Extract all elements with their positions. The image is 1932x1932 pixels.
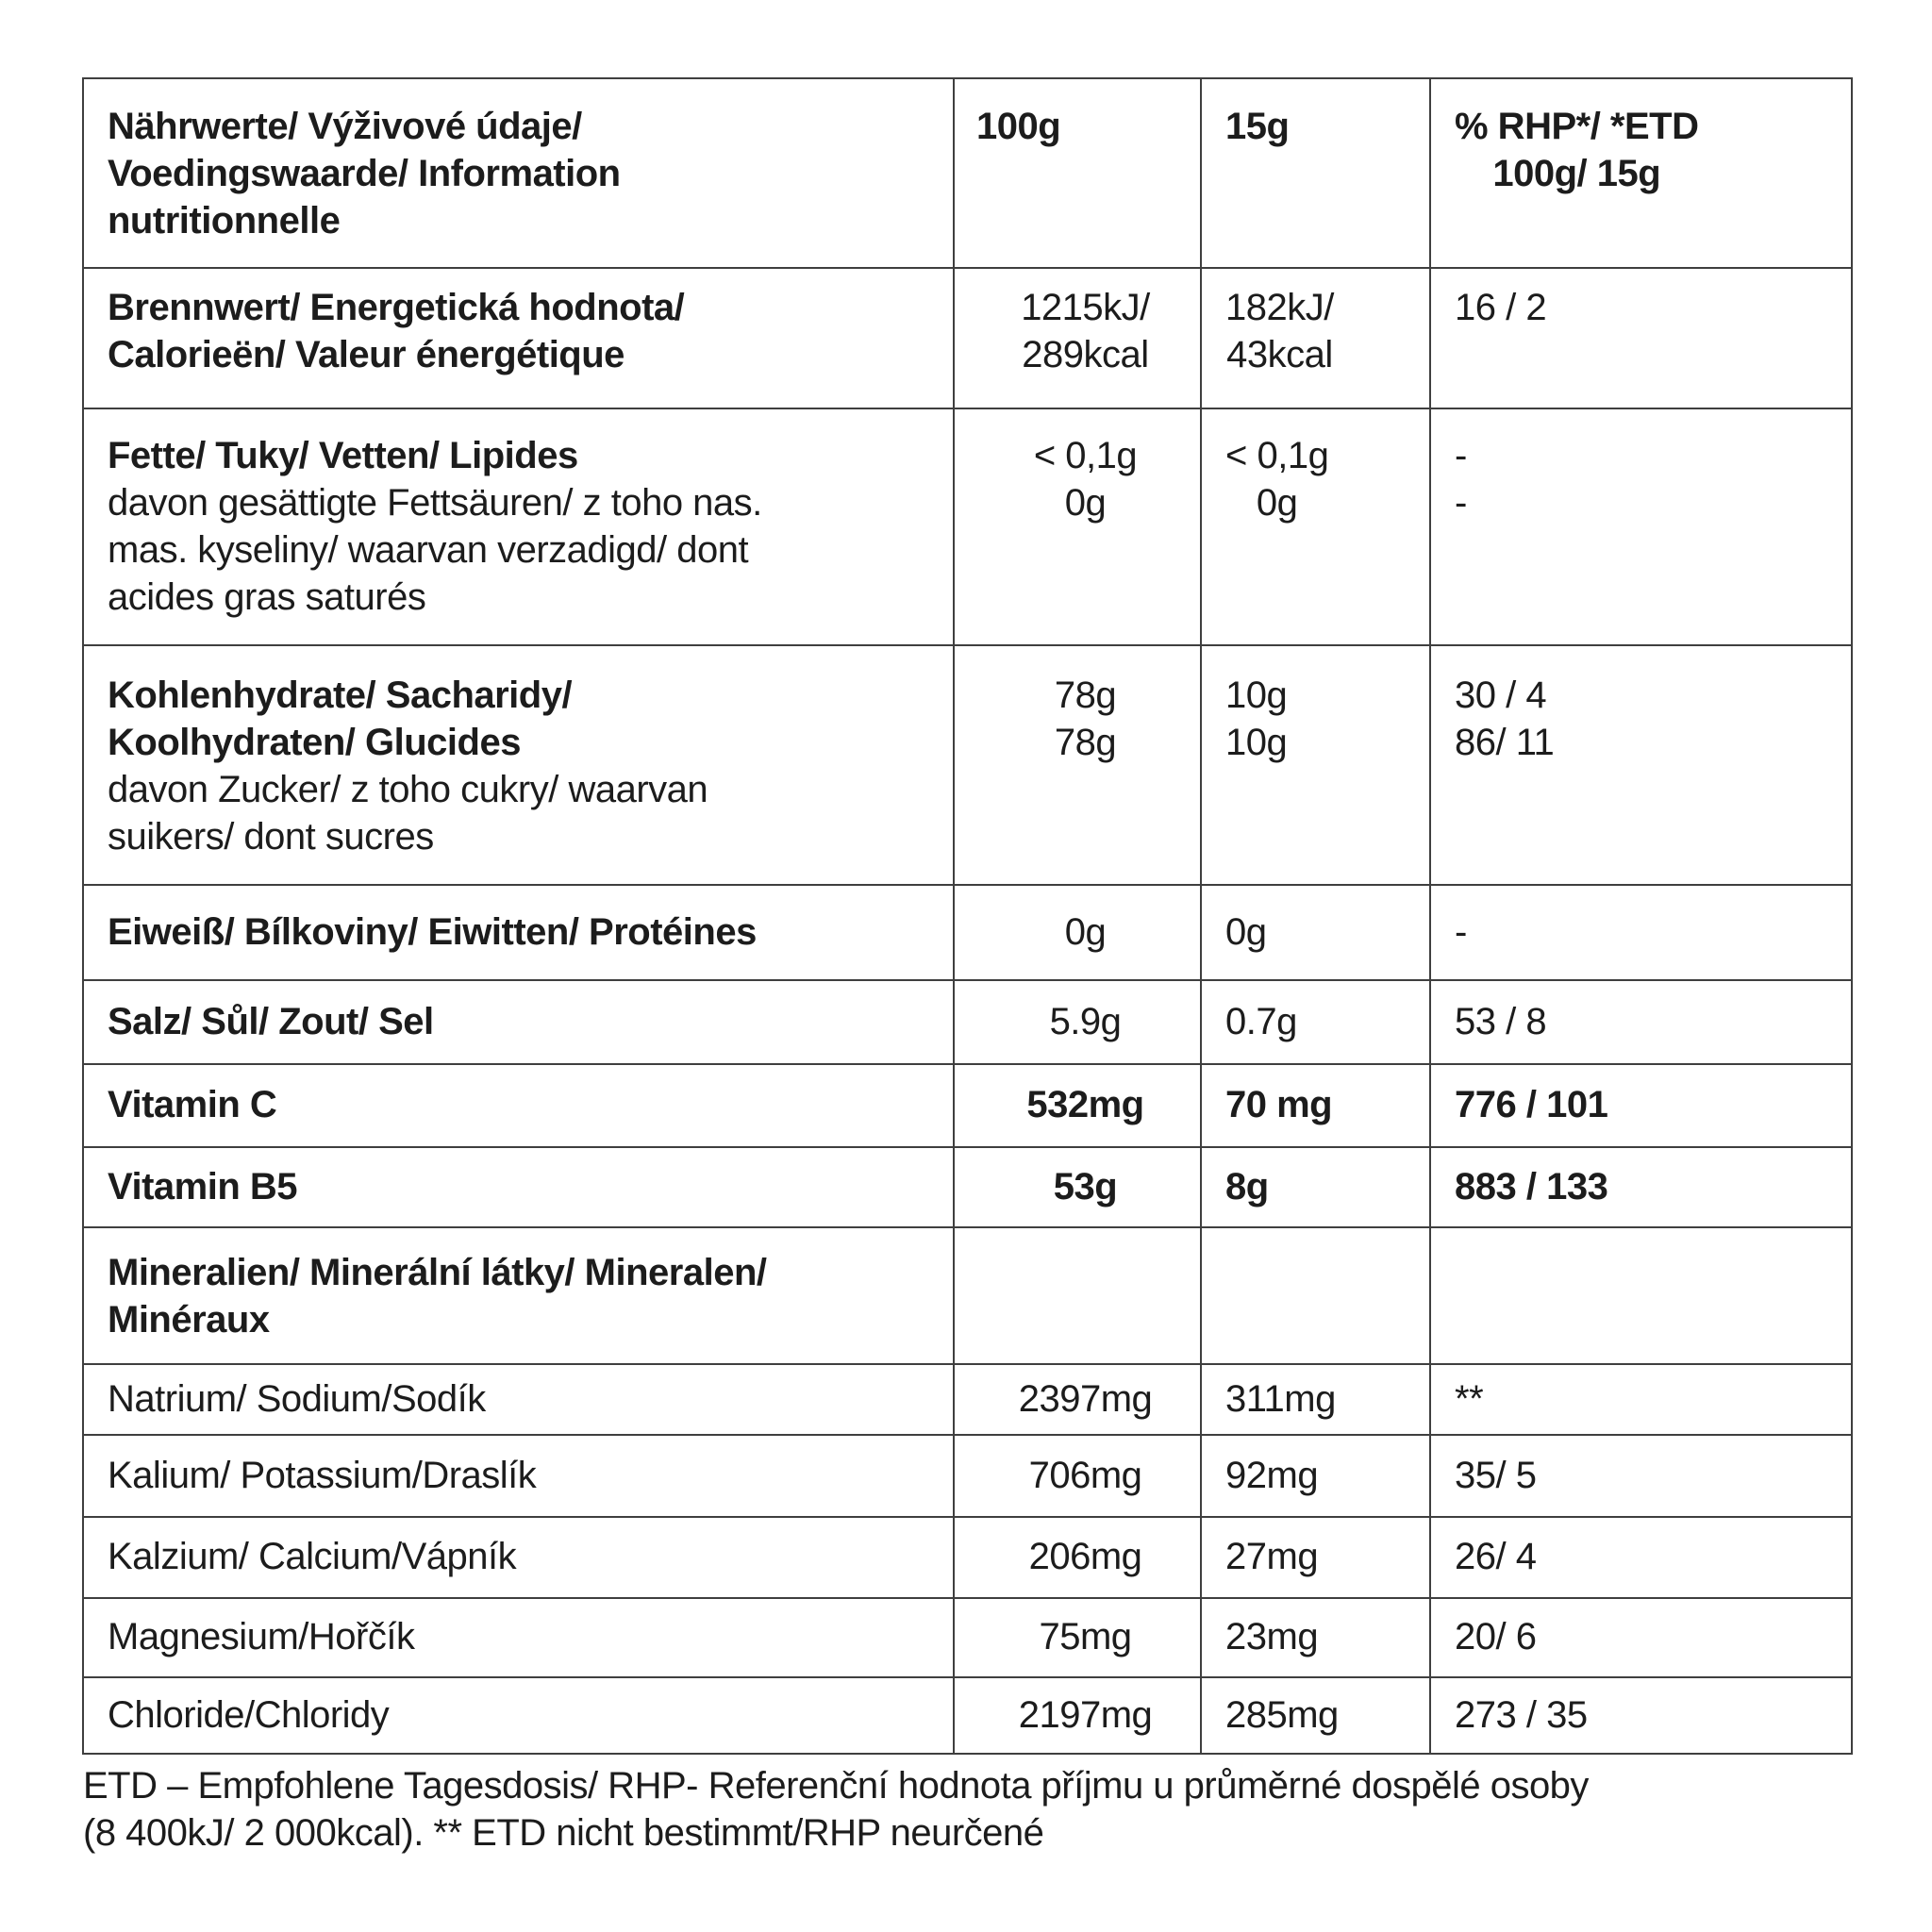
cell-sodium-100g: 2397mg <box>953 1363 1202 1436</box>
cell-fat-pct: - - <box>1429 408 1853 646</box>
table-row-chloride: Chloride/Chloridy 2197mg 285mg 273 / 35 <box>82 1676 1853 1755</box>
cell-vitamin-b5-pct: 883 / 133 <box>1429 1146 1853 1228</box>
cell-magnesium-pct: 20/ 6 <box>1429 1597 1853 1678</box>
cell-minerals-pct <box>1429 1226 1853 1365</box>
cell-protein-label: Eiweiß/ Bílkoviny/ Eiwitten/ Protéines <box>82 884 955 981</box>
header-rhp-label: % RHP*/ *ETD 100g/ 15g <box>1455 103 1699 197</box>
header-cell-nutrients: Nährwerte/ Výživové údaje/ Voedingswaard… <box>82 77 955 269</box>
cell-energy-100g: 1215kJ/ 289kcal <box>953 267 1202 409</box>
cell-protein-pct: - <box>1429 884 1853 981</box>
cell-energy-label: Brennwert/ Energetická hodnota/ Calorieë… <box>82 267 955 409</box>
header-rhp-line2: 100g/ 15g <box>1492 153 1661 194</box>
cell-chloride-label: Chloride/Chloridy <box>82 1676 955 1755</box>
cell-energy-pct: 16 / 2 <box>1429 267 1853 409</box>
cell-calcium-label: Kalzium/ Calcium/Vápník <box>82 1516 955 1599</box>
table-row-carbohydrates: Kohlenhydrate/ Sacharidy/ Koolhydraten/ … <box>82 644 1853 886</box>
calcium-label-rest: Kalzium/ Calcium/Vápník <box>108 1536 517 1577</box>
cell-minerals-label: Mineralien/ Minerální látky/ Mineralen/ … <box>82 1226 955 1365</box>
fat-label-rest: davon gesättigte Fettsäuren/ z toho nas.… <box>108 482 762 618</box>
sodium-label-rest: Natrium/ Sodium/Sodík <box>108 1378 486 1420</box>
cell-vitamin-b5-15g: 8g <box>1200 1146 1431 1228</box>
table-row-fat: Fette/ Tuky/ Vetten/ Lipides davon gesät… <box>82 408 1853 646</box>
cell-salt-15g: 0.7g <box>1200 979 1431 1065</box>
carbs-label-rest: davon Zucker/ z toho cukry/ waarvan suik… <box>108 769 708 858</box>
cell-protein-100g: 0g <box>953 884 1202 981</box>
cell-potassium-100g: 706mg <box>953 1434 1202 1518</box>
cell-potassium-label: Kalium/ Potassium/Draslík <box>82 1434 955 1518</box>
potassium-label-rest: Kalium/ Potassium/Draslík <box>108 1455 537 1496</box>
cell-potassium-pct: 35/ 5 <box>1429 1434 1853 1518</box>
cell-vitamin-c-100g: 532mg <box>953 1063 1202 1148</box>
cell-calcium-pct: 26/ 4 <box>1429 1516 1853 1599</box>
header-nutrients-label: Nährwerte/ Výživové údaje/ Voedingswaard… <box>108 106 621 242</box>
footnote-text: ETD – Empfohlene Tagesdosis/ RHP- Refere… <box>83 1765 1589 1854</box>
nutrition-table: Nährwerte/ Výživové údaje/ Voedingswaard… <box>82 77 1853 1755</box>
cell-carbs-pct: 30 / 4 86/ 11 <box>1429 644 1853 886</box>
cell-vitamin-c-label: Vitamin C <box>82 1063 955 1148</box>
table-row-magnesium: Magnesium/Hořčík 75mg 23mg 20/ 6 <box>82 1597 1853 1678</box>
salt-label-bold: Salz/ Sůl/ Zout/ Sel <box>108 1001 434 1042</box>
energy-label-bold: Brennwert/ Energetická hodnota/ Calorieë… <box>108 287 685 375</box>
table-row-vitamin-c: Vitamin C 532mg 70 mg 776 / 101 <box>82 1063 1853 1148</box>
cell-sodium-pct: ** <box>1429 1363 1853 1436</box>
cell-protein-15g: 0g <box>1200 884 1431 981</box>
carbs-label-bold: Kohlenhydrate/ Sacharidy/ Koolhydraten/ … <box>108 675 573 763</box>
header-cell-rhp: % RHP*/ *ETD 100g/ 15g <box>1429 77 1853 269</box>
table-row-sodium: Natrium/ Sodium/Sodík 2397mg 311mg ** <box>82 1363 1853 1436</box>
cell-sodium-15g: 311mg <box>1200 1363 1431 1436</box>
vitamin-b5-label-bold: Vitamin B5 <box>108 1166 298 1208</box>
table-row-energy: Brennwert/ Energetická hodnota/ Calorieë… <box>82 267 1853 409</box>
protein-label-bold: Eiweiß/ Bílkoviny/ Eiwitten/ Protéines <box>108 911 757 953</box>
table-row-salt: Salz/ Sůl/ Zout/ Sel 5.9g 0.7g 53 / 8 <box>82 979 1853 1065</box>
cell-energy-15g: 182kJ/ 43kcal <box>1200 267 1431 409</box>
table-row-protein: Eiweiß/ Bílkoviny/ Eiwitten/ Protéines 0… <box>82 884 1853 981</box>
header-rhp-line1: % RHP*/ *ETD <box>1455 106 1699 147</box>
vitamin-c-label-bold: Vitamin C <box>108 1084 277 1125</box>
header-15g-label: 15g <box>1225 106 1290 147</box>
chloride-label-rest: Chloride/Chloridy <box>108 1694 390 1736</box>
header-cell-15g: 15g <box>1200 77 1431 269</box>
cell-minerals-15g <box>1200 1226 1431 1365</box>
cell-magnesium-100g: 75mg <box>953 1597 1202 1678</box>
fat-label-bold: Fette/ Tuky/ Vetten/ Lipides <box>108 435 578 476</box>
cell-carbs-100g: 78g 78g <box>953 644 1202 886</box>
table-header-row: Nährwerte/ Výživové údaje/ Voedingswaard… <box>82 77 1853 269</box>
cell-fat-label: Fette/ Tuky/ Vetten/ Lipides davon gesät… <box>82 408 955 646</box>
minerals-label-bold: Mineralien/ Minerální látky/ Mineralen/ … <box>108 1252 767 1341</box>
cell-vitamin-b5-label: Vitamin B5 <box>82 1146 955 1228</box>
table-row-minerals-header: Mineralien/ Minerální látky/ Mineralen/ … <box>82 1226 1853 1365</box>
cell-magnesium-15g: 23mg <box>1200 1597 1431 1678</box>
cell-chloride-pct: 273 / 35 <box>1429 1676 1853 1755</box>
cell-salt-pct: 53 / 8 <box>1429 979 1853 1065</box>
cell-fat-100g: < 0,1g 0g <box>953 408 1202 646</box>
cell-vitamin-b5-100g: 53g <box>953 1146 1202 1228</box>
cell-chloride-100g: 2197mg <box>953 1676 1202 1755</box>
cell-carbs-15g: 10g 10g <box>1200 644 1431 886</box>
table-row-calcium: Kalzium/ Calcium/Vápník 206mg 27mg 26/ 4 <box>82 1516 1853 1599</box>
cell-carbs-label: Kohlenhydrate/ Sacharidy/ Koolhydraten/ … <box>82 644 955 886</box>
cell-sodium-label: Natrium/ Sodium/Sodík <box>82 1363 955 1436</box>
cell-fat-15g: < 0,1g 0g <box>1200 408 1431 646</box>
cell-vitamin-c-pct: 776 / 101 <box>1429 1063 1853 1148</box>
cell-calcium-15g: 27mg <box>1200 1516 1431 1599</box>
magnesium-label-rest: Magnesium/Hořčík <box>108 1616 415 1657</box>
cell-magnesium-label: Magnesium/Hořčík <box>82 1597 955 1678</box>
cell-potassium-15g: 92mg <box>1200 1434 1431 1518</box>
header-cell-100g: 100g <box>953 77 1202 269</box>
header-100g-label: 100g <box>976 106 1061 147</box>
table-row-vitamin-b5: Vitamin B5 53g 8g 883 / 133 <box>82 1146 1853 1228</box>
cell-salt-100g: 5.9g <box>953 979 1202 1065</box>
cell-calcium-100g: 206mg <box>953 1516 1202 1599</box>
cell-minerals-100g <box>953 1226 1202 1365</box>
cell-salt-label: Salz/ Sůl/ Zout/ Sel <box>82 979 955 1065</box>
cell-chloride-15g: 285mg <box>1200 1676 1431 1755</box>
table-row-potassium: Kalium/ Potassium/Draslík 706mg 92mg 35/… <box>82 1434 1853 1518</box>
cell-vitamin-c-15g: 70 mg <box>1200 1063 1431 1148</box>
